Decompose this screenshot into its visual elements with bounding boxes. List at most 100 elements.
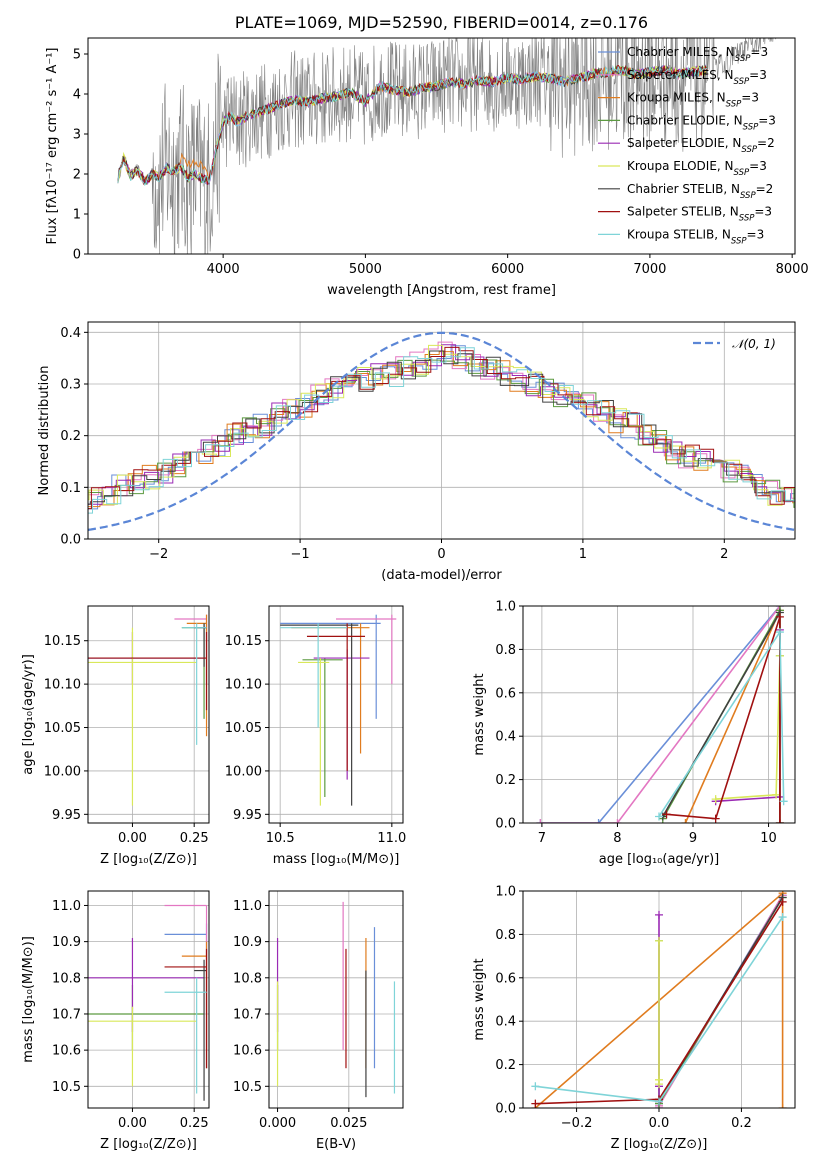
y-tick-label: 10.9 bbox=[233, 935, 262, 950]
legend-label: Kroupa STELIB, N bbox=[627, 227, 731, 241]
y-tick-label: 10.05 bbox=[225, 721, 262, 736]
x-tick-label: −0.2 bbox=[561, 1116, 593, 1131]
legend-label: Kroupa MILES, N bbox=[627, 91, 726, 105]
y-tick-label: 2 bbox=[73, 168, 81, 183]
legend-entry: Chabrier ELODIE, NSSP=3 bbox=[627, 113, 776, 132]
x-tick-label: 0.025 bbox=[330, 1116, 367, 1131]
marker bbox=[531, 1099, 540, 1108]
marker bbox=[655, 1097, 663, 1106]
axes-frame bbox=[522, 605, 796, 824]
plot-area-age-vs-mass bbox=[269, 606, 403, 823]
x-tick-label: 0.25 bbox=[180, 1116, 209, 1131]
x-axis-label: Z [log₁₀(Z/Z⊙)] bbox=[611, 1137, 708, 1152]
marker bbox=[711, 814, 720, 823]
y-tick-label: 10.00 bbox=[44, 764, 81, 779]
legend-eq: = bbox=[747, 227, 757, 241]
x-tick-label: 7 bbox=[538, 831, 546, 846]
x-tick-label: 11.0 bbox=[377, 831, 406, 846]
legend-entry: Kroupa MILES, NSSP=3 bbox=[627, 91, 759, 110]
y-tick-label: 10.5 bbox=[233, 1080, 262, 1095]
x-tick-label: 0.00 bbox=[118, 831, 147, 846]
y-tick-label: 0.4 bbox=[60, 326, 81, 341]
model-line-kroupa-stelib bbox=[117, 64, 708, 186]
point-chabrier-elodie bbox=[88, 985, 205, 1051]
y-tick-label: 5 bbox=[73, 48, 81, 63]
point-kroupa-elodie bbox=[298, 658, 330, 806]
x-axis-label: Z [log₁₀(Z/Z⊙)] bbox=[100, 852, 197, 867]
legend-subscript: SSP bbox=[735, 54, 751, 64]
legend-entry: Chabrier STELIB, NSSP=2 bbox=[627, 182, 773, 201]
marker bbox=[655, 1075, 663, 1084]
y-tick-label: 1.0 bbox=[495, 600, 516, 615]
x-tick-label: 10.5 bbox=[266, 831, 295, 846]
axes-frame bbox=[522, 890, 796, 1109]
point-salpeter-stelib bbox=[164, 948, 208, 1069]
series-kroupa-elodie bbox=[715, 655, 781, 800]
panel-mass-vs-ebv: 0.000 0.025 10.5 10.6 10.7 10.8 10.9 11.0 E(B-V) bbox=[233, 890, 404, 1152]
marker bbox=[594, 819, 603, 823]
y-tick-label: 11.0 bbox=[52, 899, 81, 914]
y-tick-label: 0.0 bbox=[495, 817, 516, 832]
marker bbox=[655, 910, 663, 919]
x-tick-label: 7000 bbox=[633, 262, 666, 277]
observed-spectrum-line bbox=[117, 38, 777, 254]
axes-frame bbox=[87, 890, 210, 1109]
y-tick-label: 0.1 bbox=[60, 481, 81, 496]
marker bbox=[613, 819, 622, 823]
plot-area-weight-vs-age bbox=[523, 606, 795, 823]
panel-age-vs-mass: 10.5 11.0 9.95 10.00 10.05 10.10 10.15 mass [lo… bbox=[225, 605, 406, 867]
y-axis-label: Flux [fλ10⁻¹⁷ erg cm⁻² s⁻¹ A⁻¹] bbox=[45, 48, 60, 245]
x-axis-label: Z [log₁₀(Z/Z⊙)] bbox=[100, 1137, 197, 1152]
y-tick-label: 9.95 bbox=[52, 808, 81, 823]
y-tick-label: 3 bbox=[73, 128, 81, 143]
legend-nssp: 2 bbox=[766, 182, 774, 196]
point-chabrier-miles bbox=[88, 623, 208, 685]
legend-entry: Kroupa ELODIE, NSSP=3 bbox=[627, 159, 767, 178]
y-tick-label: 10.00 bbox=[225, 764, 262, 779]
x-tick-label: 5000 bbox=[349, 262, 382, 277]
y-tick-label: 1.0 bbox=[495, 885, 516, 900]
y-tick-label: 0.2 bbox=[495, 773, 516, 788]
y-tick-label: 9.95 bbox=[233, 808, 262, 823]
marker bbox=[772, 790, 781, 799]
axes-frame bbox=[268, 605, 404, 824]
y-tick-label: 0.4 bbox=[495, 1015, 516, 1030]
marker bbox=[778, 913, 787, 922]
y-tick-label: 0.0 bbox=[495, 1102, 516, 1117]
legend-label: Kroupa ELODIE, N bbox=[627, 159, 734, 173]
series-salpeter-miles bbox=[540, 606, 781, 823]
legend-nssp: 3 bbox=[759, 159, 767, 173]
legend-eq: = bbox=[754, 205, 764, 219]
legend-nssp: 3 bbox=[751, 91, 759, 105]
axes-frame bbox=[87, 605, 210, 824]
legend-nssp: 3 bbox=[757, 227, 765, 241]
point-salpeter-stelib bbox=[88, 632, 208, 711]
x-tick-label: 0 bbox=[437, 547, 445, 562]
marker bbox=[655, 936, 663, 945]
x-tick-label: 0.0 bbox=[649, 1116, 670, 1131]
y-tick-label: 0.0 bbox=[60, 533, 81, 548]
legend-nssp: 3 bbox=[764, 205, 772, 219]
y-tick-label: 10.7 bbox=[233, 1007, 262, 1022]
legend-entry: Salpeter STELIB, NSSP=3 bbox=[627, 205, 772, 224]
marker bbox=[711, 795, 720, 804]
x-tick-label: 6000 bbox=[491, 262, 524, 277]
marker bbox=[655, 812, 663, 821]
x-axis-label: E(B-V) bbox=[316, 1137, 356, 1152]
y-axis-label: mass weight bbox=[472, 673, 487, 755]
legend-entry: Kroupa STELIB, NSSP=3 bbox=[627, 227, 764, 246]
axes-frame bbox=[87, 37, 796, 255]
legend-eq: = bbox=[749, 159, 759, 173]
y-tick-label: 4 bbox=[73, 88, 81, 103]
model-line-chabrier-elodie bbox=[117, 65, 708, 185]
gridlines bbox=[269, 891, 403, 1108]
legend-subscript: SSP bbox=[740, 191, 756, 201]
y-tick-label: 10.10 bbox=[44, 678, 81, 693]
x-tick-label: 0.00 bbox=[118, 1116, 147, 1131]
y-tick-label: 10.7 bbox=[52, 1007, 81, 1022]
marker bbox=[536, 819, 545, 823]
x-tick-label: −1 bbox=[291, 547, 310, 562]
series-kroupa-miles bbox=[684, 609, 781, 823]
point-kroupa-stelib bbox=[181, 623, 207, 745]
